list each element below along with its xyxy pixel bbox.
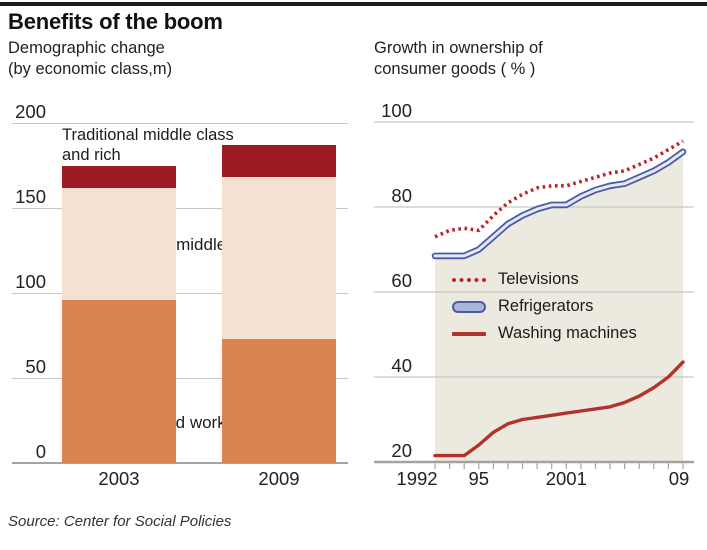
label-traditional-middle-class: Traditional middle class and rich (62, 126, 234, 165)
series-refrigerators-inner (433, 150, 685, 258)
series-washing-machines (433, 360, 685, 458)
legend-item-washing-machines: Washing machines (452, 320, 637, 347)
area-under-refrigerators (435, 151, 683, 463)
left-chart-subtitle-line2: (by economic class,m) (8, 60, 173, 78)
right-chart-subtitle-line1: Growth in ownership of (374, 39, 543, 57)
label-traditional-middle-class-line2: and rich (62, 145, 121, 164)
left-ytick-50: 50 (25, 356, 46, 377)
bar-2003-traditional-middle-class-and-rich (62, 165, 176, 188)
right-ytick-20: 20 (391, 440, 412, 461)
page-title: Benefits of the boom (8, 9, 223, 34)
source-note: Source: Center for Social Policies (8, 513, 232, 530)
left-gridline-200 (12, 123, 348, 124)
legend-item-televisions: Televisions (452, 266, 637, 293)
left-ytick-200: 200 (15, 101, 46, 122)
right-chart-subtitle: Growth in ownership of consumer goods ( … (374, 38, 543, 80)
right-xtick-09: 09 (668, 468, 690, 489)
washing-machines-line-icon (452, 331, 488, 336)
left-gridline-150 (12, 208, 348, 209)
right-xtick-95: 95 (468, 468, 490, 489)
left-xtick-2003: 2003 (98, 468, 140, 489)
left-gridline-100 (12, 293, 348, 294)
left-gridline-50 (12, 378, 348, 379)
right-ytick-60: 60 (391, 270, 412, 291)
right-xtick-1992: 1992 (396, 468, 438, 489)
left-gridline-0 (12, 462, 348, 464)
left-ytick-0: 0 (35, 441, 46, 462)
bar-2009-new-middle-class (222, 177, 336, 339)
legend-label-televisions: Televisions (498, 270, 579, 288)
bar-2009-poor-and-working-class (222, 338, 336, 463)
right-ytick-100: 100 (381, 100, 412, 121)
left-ytick-150: 150 (15, 186, 46, 207)
right-ytick-80: 80 (391, 185, 412, 206)
legend: Televisions Refrigerators Washing machin… (452, 266, 637, 347)
refrigerators-line-icon (452, 300, 488, 313)
legend-label-refrigerators: Refrigerators (498, 297, 594, 315)
bar-2003-new-middle-class (62, 187, 176, 300)
right-chart-subtitle-line2: consumer goods ( % ) (374, 60, 536, 78)
left-chart-subtitle-line1: Demographic change (8, 39, 165, 57)
left-ytick-100: 100 (15, 271, 46, 292)
right-ytick-40: 40 (391, 355, 412, 376)
left-chart-subtitle: Demographic change (by economic class,m) (8, 38, 172, 80)
legend-item-refrigerators: Refrigerators (452, 293, 637, 320)
bar-2009-traditional-middle-class-and-rich (222, 145, 336, 178)
top-rule (0, 2, 707, 6)
televisions-dotted-line-icon (452, 277, 488, 282)
bar-2003-poor-and-working-class (62, 299, 176, 463)
right-xtick-2001: 2001 (545, 468, 587, 489)
label-traditional-middle-class-line1: Traditional middle class (62, 126, 234, 144)
legend-label-washing-machines: Washing machines (498, 324, 637, 342)
left-xtick-2009: 2009 (258, 468, 300, 489)
